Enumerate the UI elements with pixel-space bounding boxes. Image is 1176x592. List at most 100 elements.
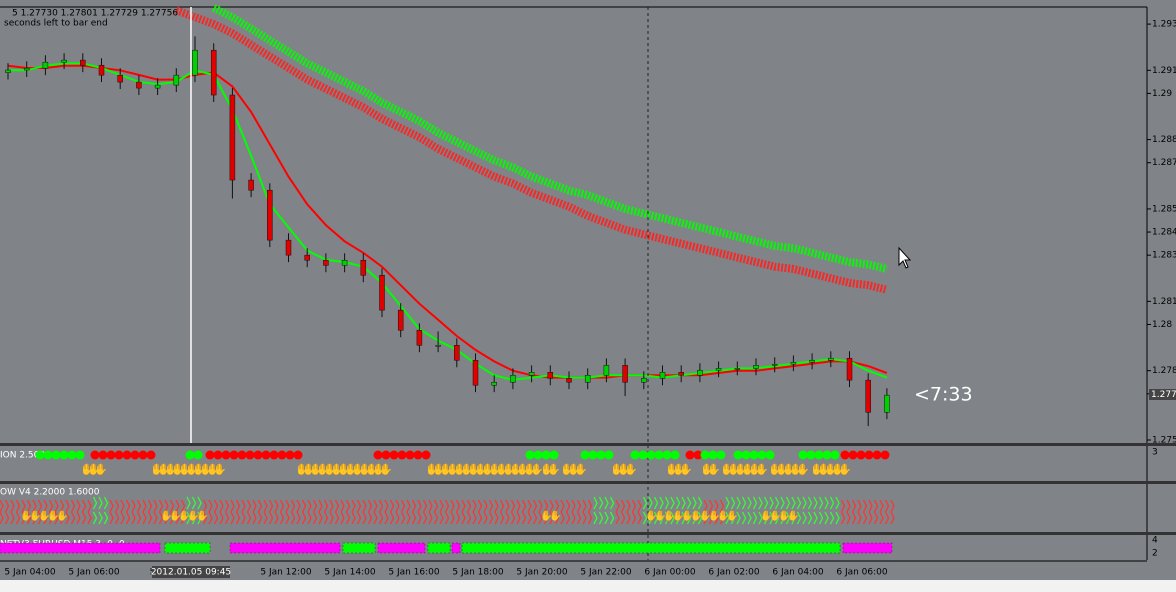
arrow-mark [439, 511, 444, 525]
arrow-mark [560, 511, 565, 525]
candle-body [472, 360, 479, 386]
arrow-mark [758, 496, 763, 510]
hand-icon: ✋ [768, 463, 782, 476]
arrow-mark [609, 496, 615, 510]
candle-body [734, 368, 741, 370]
arrow-mark [213, 499, 219, 513]
arrow-mark [219, 499, 224, 513]
arrow-mark [472, 511, 477, 525]
arrow-mark [252, 499, 257, 513]
hand-icon: ✋ [610, 463, 624, 476]
arrow-mark [131, 511, 136, 525]
arrow-mark [202, 499, 208, 513]
arrow-mark [736, 511, 741, 525]
arrow-mark [653, 496, 659, 510]
arrow-mark [873, 511, 879, 525]
arrow-mark [268, 511, 274, 525]
hand-icon: ✋ [160, 509, 172, 522]
crosshair-time: 2012.01.05 09:45 [151, 568, 231, 578]
hand-icon: ✋ [474, 463, 488, 476]
x-tick-label: 5 Jan 22:00 [580, 568, 632, 578]
arrow-mark [483, 499, 488, 513]
arrow-mark [76, 499, 81, 513]
signal-dot [596, 450, 606, 460]
mouse-cursor [898, 246, 912, 269]
arrow-mark [345, 511, 351, 525]
candle-body [42, 61, 49, 69]
arrow-mark [763, 496, 769, 510]
y-tick-label: 1.287 [1152, 158, 1176, 168]
y-tick-label: 1.29 [1152, 89, 1172, 99]
hand-icon: ✋ [323, 463, 337, 476]
arrow-mark [384, 499, 389, 513]
arrow-mark [532, 499, 538, 513]
candle-body [416, 329, 423, 346]
hand-icon: ✋ [726, 509, 738, 522]
arrow-mark [406, 499, 411, 513]
hand-icon: ✋ [654, 509, 666, 522]
arrow-mark [637, 511, 642, 525]
signal-dot [814, 450, 824, 460]
arrow-mark [114, 499, 120, 513]
arrow-mark [565, 511, 571, 525]
signal-dot [580, 450, 590, 460]
arrow-mark [609, 511, 615, 525]
x-tick-label: 6 Jan 02:00 [708, 568, 760, 578]
signal-dot [397, 450, 407, 460]
arrow-mark [164, 511, 169, 525]
arrow-mark [835, 496, 840, 510]
hand-icon: ✋ [460, 463, 474, 476]
arrow-mark [587, 499, 593, 513]
y-tick-label: 1.284 [1152, 228, 1176, 238]
hand-icon: ✋ [432, 463, 446, 476]
arrow-mark [450, 511, 455, 525]
arrow-mark [120, 511, 125, 525]
hand-icon: ✋ [778, 509, 790, 522]
arrow-mark [873, 499, 879, 513]
hand-icon: ✋ [38, 509, 50, 522]
candle-body [846, 357, 853, 381]
arrow-mark [235, 511, 241, 525]
arrow-mark [180, 499, 186, 513]
candle-body [771, 363, 778, 366]
candle-body [790, 362, 797, 365]
arrow-mark [318, 511, 323, 525]
arrow-mark [312, 511, 318, 525]
hand-icon: ✋ [509, 463, 523, 476]
hand-icon: ✋ [372, 463, 386, 476]
arrow-mark [675, 511, 681, 525]
hand-icon: ✋ [760, 509, 772, 522]
signal-dot [285, 450, 295, 460]
hand-icon: ✋ [817, 463, 831, 476]
y-tick-label: 1.28 [1152, 320, 1172, 330]
arrow-mark [576, 499, 582, 513]
trend-bar [164, 542, 211, 554]
arrow-mark [681, 496, 686, 510]
hand-icon: ✋ [488, 463, 502, 476]
arrow-mark [714, 499, 719, 513]
arrow-mark [169, 511, 175, 525]
current-price-label: 1.277 [1151, 390, 1176, 400]
arrow-mark [697, 496, 703, 510]
candle-body [641, 378, 647, 383]
hand-icon: ✋ [47, 509, 59, 522]
hand-icon: ✋ [624, 463, 638, 476]
hand-icon: ✋ [516, 463, 530, 476]
arrow-mark [142, 499, 147, 513]
arrow-mark [340, 499, 345, 513]
candle-body [584, 375, 591, 383]
arrow-mark [708, 511, 714, 525]
arrow-mark [444, 499, 450, 513]
moving-average [8, 62, 888, 381]
hand-icon: ✋ [199, 463, 213, 476]
candle-body [753, 365, 759, 369]
arrow-mark [802, 496, 807, 510]
signal-dot [43, 450, 53, 460]
arrow-mark [642, 511, 648, 525]
hand-icon: ✋ [838, 463, 852, 476]
arrow-mark [862, 499, 868, 513]
hand-icon: ✋ [150, 463, 164, 476]
arrow-mark [505, 511, 510, 525]
signal-dot [67, 450, 77, 460]
arrow-mark [136, 511, 142, 525]
